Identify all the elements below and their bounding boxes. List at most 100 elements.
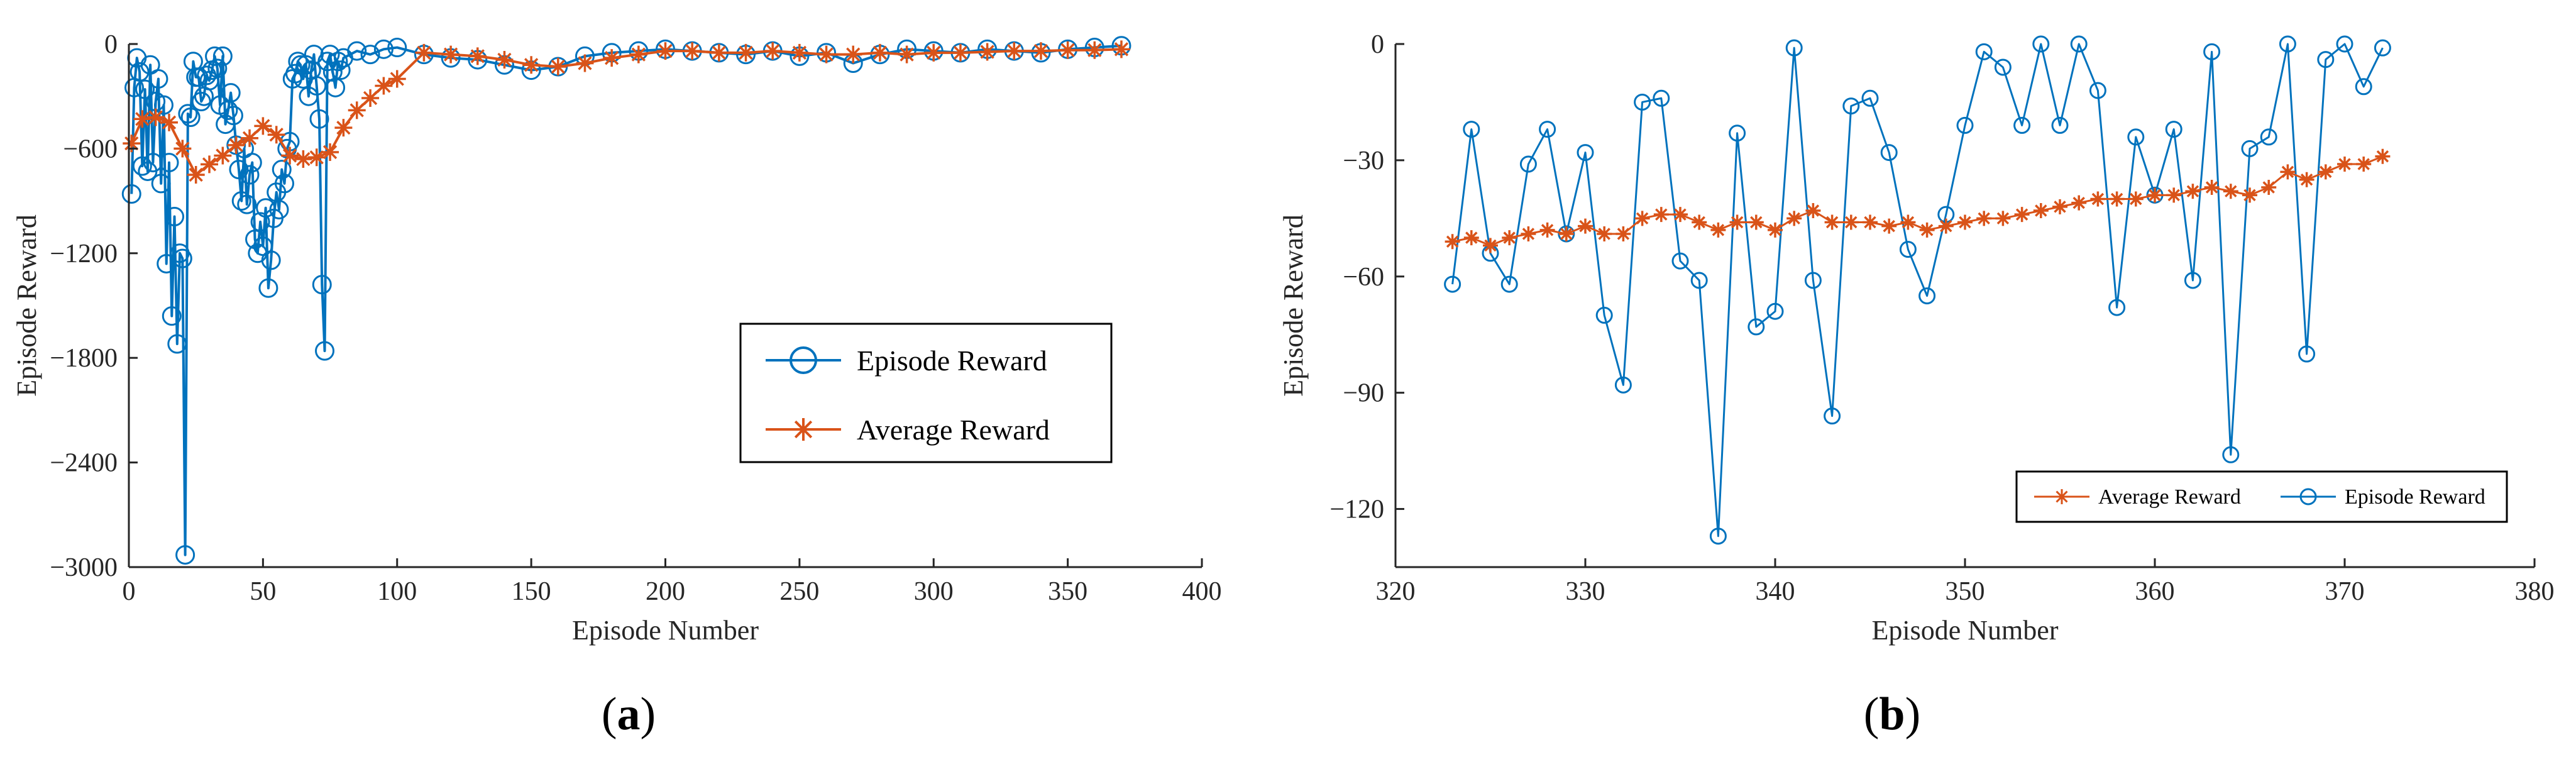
average-reward-line <box>130 48 1122 176</box>
legend-box <box>2015 470 2508 523</box>
episode-reward-point <box>2070 35 2088 53</box>
average-reward-point <box>871 43 889 62</box>
episode-reward-point <box>1861 89 1879 107</box>
episode-reward-point <box>212 46 233 66</box>
average-reward-point <box>1710 222 1726 238</box>
average-reward-point <box>710 43 728 62</box>
average-reward-point <box>1900 214 1916 230</box>
episode-reward-point <box>153 95 173 115</box>
episode-reward-point <box>1444 275 1461 293</box>
episode-reward-point <box>1956 116 1974 134</box>
episode-reward-point <box>1653 89 1670 107</box>
episode-reward-point <box>1539 121 1556 138</box>
average-reward-point <box>2223 184 2238 199</box>
legend-label: Average Reward <box>857 414 1050 446</box>
average-reward-point <box>133 110 151 128</box>
average-reward-point <box>656 42 674 60</box>
y-tick-label: −120 <box>1329 495 1384 524</box>
average-reward-point <box>1786 211 1802 226</box>
average-reward-point <box>348 101 366 119</box>
average-reward-point <box>123 135 141 153</box>
average-reward-point <box>1558 226 1574 241</box>
average-reward-point <box>2204 180 2220 196</box>
legend-marker <box>790 346 817 374</box>
average-reward-point <box>2014 207 2030 223</box>
episode-reward-point <box>1614 376 1632 394</box>
average-reward-point <box>1824 214 1840 230</box>
average-reward-point <box>1976 211 1992 226</box>
episode-reward-point <box>272 160 292 180</box>
episode-reward-point <box>239 165 260 185</box>
legend-marker <box>792 418 815 441</box>
episode-reward-point <box>2108 299 2126 316</box>
episode-reward-point <box>2241 140 2259 157</box>
episode-reward-point <box>1899 241 1917 258</box>
average-reward-point <box>2318 164 2333 180</box>
episode-reward-point <box>309 109 329 129</box>
average-reward-point <box>1634 211 1650 226</box>
average-reward-line <box>1452 155 2383 246</box>
average-reward-point <box>267 126 285 144</box>
episode-reward-point <box>1748 318 1765 336</box>
x-tick-label: 50 <box>250 577 276 606</box>
y-tick-label: −30 <box>1343 146 1384 175</box>
average-reward-point <box>629 45 647 64</box>
average-reward-point <box>1086 41 1104 59</box>
episode-reward-point <box>2165 121 2182 138</box>
average-reward-point <box>1805 203 1821 219</box>
episode-reward-point <box>250 212 270 232</box>
legend-label: Episode Reward <box>857 345 1047 377</box>
episode-reward-point <box>1634 93 1651 111</box>
x-tick-label: 360 <box>2135 577 2175 606</box>
legend-label: Average Reward <box>2098 485 2241 509</box>
episode-reward-point <box>1766 302 1784 320</box>
x-tick-label: 400 <box>1182 577 1222 606</box>
episode-reward-point <box>2184 272 2201 289</box>
x-axis-title: Episode Number <box>572 615 759 646</box>
episode-reward-point <box>223 106 243 126</box>
average-reward-point <box>2071 195 2087 211</box>
episode-reward-point <box>237 194 257 214</box>
legend-marker <box>2299 488 2317 505</box>
x-tick-label: 100 <box>377 577 417 606</box>
episode-reward-point <box>162 306 182 326</box>
x-tick-label: 350 <box>1946 577 1985 606</box>
x-tick-label: 0 <box>123 577 136 606</box>
y-tick-label: −90 <box>1343 379 1384 408</box>
episode-reward-point <box>180 107 201 127</box>
episode-reward-point <box>221 83 241 103</box>
y-tick-label: −60 <box>1343 263 1384 292</box>
average-reward-point <box>1653 207 1669 223</box>
average-reward-point <box>201 155 219 174</box>
chart-a-marks <box>121 36 1131 565</box>
y-tick-label: −1800 <box>50 344 118 373</box>
average-reward-point <box>2356 157 2372 172</box>
average-reward-point <box>2052 199 2067 214</box>
average-reward-point <box>1863 214 1878 230</box>
average-reward-point <box>334 119 353 137</box>
average-reward-point <box>2280 164 2296 180</box>
average-reward-point <box>790 43 808 62</box>
episode-reward-point <box>373 39 394 59</box>
episode-reward-point <box>1918 287 1936 305</box>
panel-label-b: (b) <box>1864 688 1920 740</box>
episode-reward-point <box>326 77 346 97</box>
average-reward-point <box>1502 230 1517 246</box>
episode-reward-point <box>2260 128 2277 146</box>
episode-reward-point <box>2317 51 2335 69</box>
episode-reward-point <box>328 52 348 72</box>
average-reward-point <box>1938 218 1954 234</box>
y-tick-label: −3000 <box>50 553 118 582</box>
episode-reward-point <box>322 62 343 82</box>
episode-reward-point <box>1463 121 1480 138</box>
episode-reward-point <box>1975 43 1993 60</box>
x-tick-label: 350 <box>1048 577 1087 606</box>
average-reward-point <box>1881 218 1897 234</box>
average-reward-point <box>146 108 165 126</box>
episode-reward-point <box>205 46 225 66</box>
average-reward-point <box>1032 42 1050 60</box>
x-tick-label: 150 <box>512 577 551 606</box>
y-tick-label: 0 <box>1371 30 1384 59</box>
episode-reward-point <box>258 278 278 298</box>
average-reward-point <box>1995 211 2011 226</box>
